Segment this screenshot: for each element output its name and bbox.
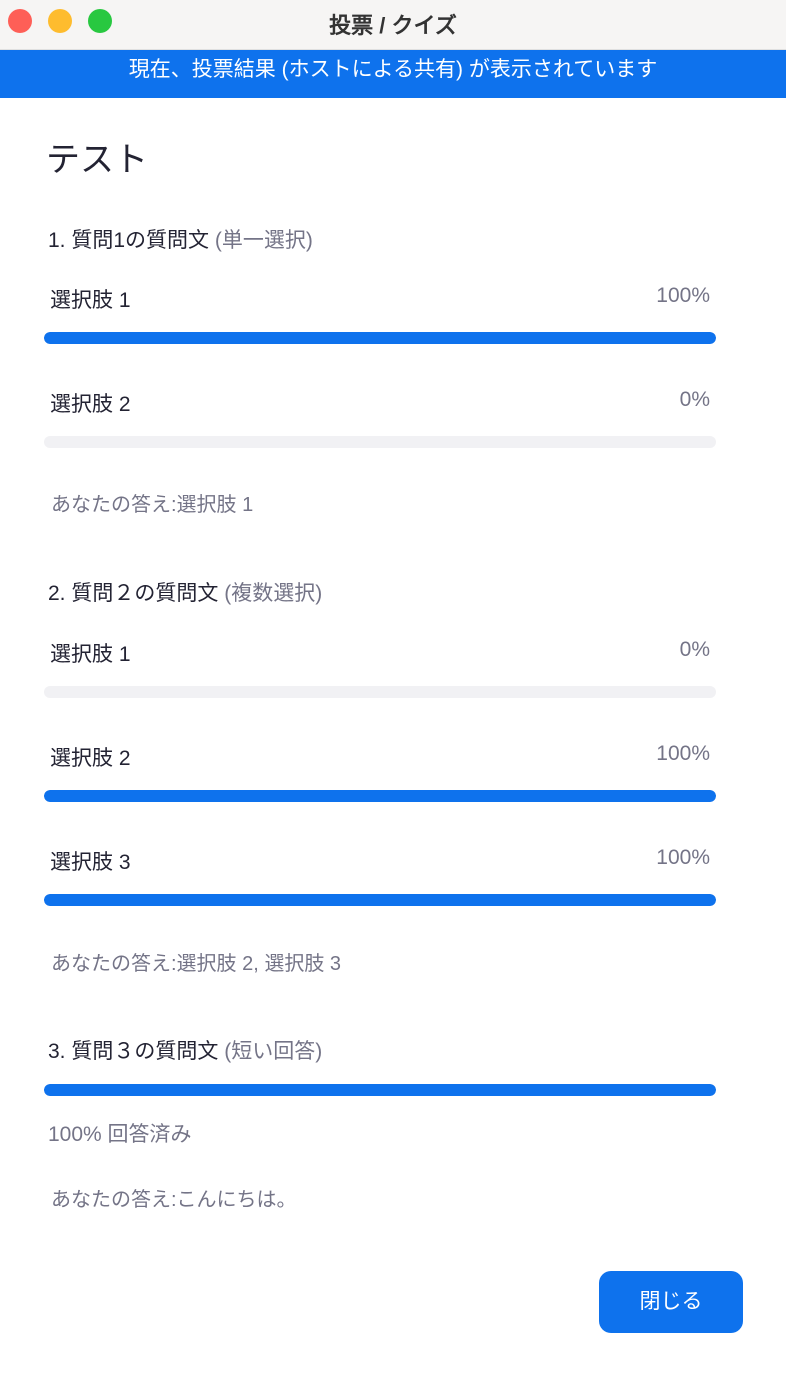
option-percent: 0% (679, 388, 710, 411)
window-title: 投票 / クイズ (329, 13, 457, 38)
option-percent: 0% (679, 638, 710, 661)
close-button[interactable]: 閉じる (599, 1271, 743, 1333)
sharing-banner: 現在、投票結果 (ホストによる共有) が表示されています (0, 50, 786, 98)
option-label: 選択肢 2 (50, 747, 131, 770)
option-label: 選択肢 1 (50, 643, 131, 666)
question-2-heading: 2. 質問２の質問文 (複数選択) (48, 577, 322, 607)
zoom-window-button[interactable] (88, 9, 112, 33)
option-label: 選択肢 3 (50, 851, 131, 874)
result-bar (44, 1084, 716, 1096)
question-text: 2. 質問２の質問文 (48, 582, 219, 605)
option-percent: 100% (656, 846, 710, 869)
answered-percent: 100% 回答済み (48, 1123, 192, 1146)
result-bar-fill (44, 894, 716, 906)
result-bar (44, 894, 716, 906)
result-bar (44, 332, 716, 344)
question-text: 3. 質問３の質問文 (48, 1040, 219, 1063)
result-bar-fill (44, 332, 716, 344)
option-label: 選択肢 2 (50, 393, 131, 416)
minimize-window-button[interactable] (48, 9, 72, 33)
question-text: 1. 質問1の質問文 (48, 229, 210, 252)
result-bar (44, 436, 716, 448)
option-percent: 100% (656, 742, 710, 765)
question-type: (複数選択) (224, 582, 323, 605)
close-window-button[interactable] (8, 9, 32, 33)
result-bar (44, 790, 716, 802)
question-type: (単一選択) (214, 229, 313, 252)
title-bar: 投票 / クイズ (0, 0, 786, 50)
your-answer: あなたの答え:選択肢 1 (51, 494, 254, 516)
option-label: 選択肢 1 (50, 289, 131, 312)
question-3-heading: 3. 質問３の質問文 (短い回答) (48, 1035, 322, 1065)
result-bar-fill (44, 790, 716, 802)
question-type: (短い回答) (224, 1040, 323, 1063)
your-answer: あなたの答え:選択肢 2, 選択肢 3 (51, 953, 342, 975)
result-bar-fill (44, 1084, 716, 1096)
question-1-heading: 1. 質問1の質問文 (単一選択) (48, 224, 313, 254)
your-answer: あなたの答え:こんにちは。 (51, 1189, 297, 1211)
result-bar (44, 686, 716, 698)
option-percent: 100% (656, 284, 710, 307)
poll-title: テスト (46, 141, 148, 179)
